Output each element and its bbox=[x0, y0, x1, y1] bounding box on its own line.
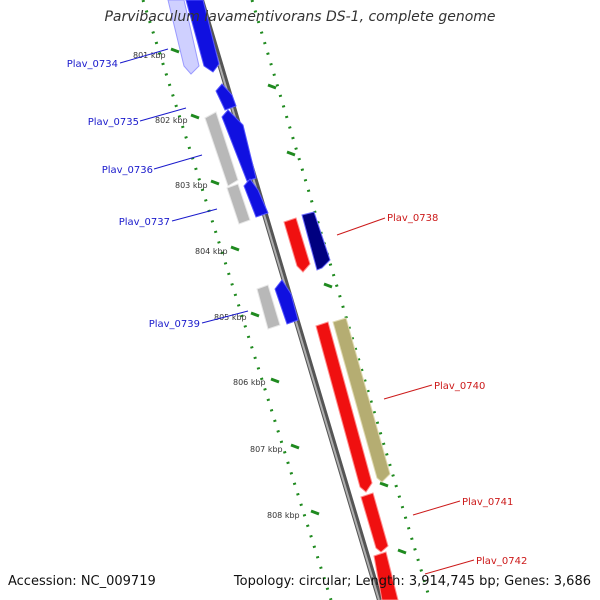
label-plav-0737: Plav_0737 bbox=[119, 217, 170, 228]
label-plav-0735: Plav_0735 bbox=[88, 117, 139, 128]
summary-text: Topology: circular; Length: 3,914,745 bp… bbox=[233, 574, 591, 589]
reverse-strand-features bbox=[283, 211, 399, 600]
label-plav-0739: Plav_0739 bbox=[149, 319, 200, 330]
cds-plav-0742[interactable] bbox=[373, 551, 399, 600]
feature-labels: Plav_0734 Plav_0735 Plav_0736 Plav_0737 … bbox=[67, 59, 528, 567]
cds-plav-0738[interactable] bbox=[301, 211, 331, 271]
cds-plav-0739-grey[interactable] bbox=[256, 284, 281, 330]
page-title: Parvibaculum lavamentivorans DS-1, compl… bbox=[104, 9, 496, 25]
kbp-label: 806 kbp bbox=[233, 378, 266, 387]
cds-plav-0737[interactable] bbox=[243, 178, 269, 218]
kbp-label: 804 kbp bbox=[195, 247, 228, 256]
cds-plav-0735-grey[interactable] bbox=[204, 111, 239, 187]
cds-plav-0740[interactable] bbox=[315, 321, 373, 493]
cds-plav-0737-grey[interactable] bbox=[226, 183, 251, 225]
label-plav-0738: Plav_0738 bbox=[387, 213, 438, 224]
cds-plav-0734[interactable] bbox=[185, 0, 220, 73]
kbp-label: 803 kbp bbox=[175, 181, 208, 190]
cds-plav-0738-red[interactable] bbox=[283, 217, 311, 273]
accession-text: Accession: NC_009719 bbox=[8, 574, 156, 589]
label-plav-0734: Plav_0734 bbox=[67, 59, 118, 70]
cds-small-forward[interactable] bbox=[215, 83, 237, 111]
kbp-label: 807 kbp bbox=[250, 445, 283, 454]
cds-plav-0739[interactable] bbox=[274, 279, 299, 325]
cds-plav-0736[interactable] bbox=[221, 109, 257, 182]
cds-plav-0740-khaki[interactable] bbox=[332, 317, 391, 483]
label-plav-0740: Plav_0740 bbox=[434, 381, 485, 392]
forward-strand-features bbox=[167, 0, 299, 330]
kbp-label: 805 kbp bbox=[214, 313, 247, 322]
left-tick-ruler bbox=[141, 0, 333, 600]
kbp-label: 801 kbp bbox=[133, 51, 166, 60]
kbp-label: 808 kbp bbox=[267, 511, 300, 520]
cds-plav-0734-grey[interactable] bbox=[167, 0, 200, 75]
kbp-labels: 801 kbp 802 kbp 803 kbp 804 kbp 805 kbp … bbox=[133, 51, 300, 520]
label-plav-0742: Plav_0742 bbox=[476, 556, 527, 567]
leader-lines bbox=[119, 48, 475, 575]
label-plav-0736: Plav_0736 bbox=[102, 165, 153, 176]
cds-plav-0741[interactable] bbox=[360, 492, 389, 553]
label-plav-0741: Plav_0741 bbox=[462, 497, 513, 508]
kbp-label: 802 kbp bbox=[155, 116, 188, 125]
